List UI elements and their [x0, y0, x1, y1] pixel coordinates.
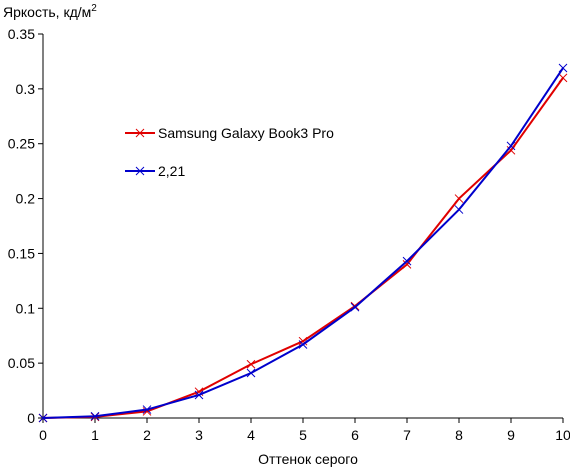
data-point — [246, 368, 256, 378]
x-tick-label: 5 — [299, 427, 307, 443]
series-line — [42, 67, 564, 419]
y-tick-label: 0.2 — [16, 191, 36, 207]
y-tick-label: 0 — [27, 410, 35, 426]
legend-label: 2,21 — [158, 163, 185, 179]
y-tick-label: 0.05 — [8, 355, 35, 371]
x-axis-title: Оттенок серого — [258, 451, 358, 467]
data-point — [298, 336, 308, 346]
y-tick-label: 0.35 — [8, 26, 35, 42]
y-tick-label: 0.1 — [16, 300, 36, 316]
x-tick-label: 0 — [39, 427, 47, 443]
legend-label: Samsung Galaxy Book3 Pro — [158, 125, 334, 141]
x-tick-label: 4 — [247, 427, 255, 443]
y-tick-label: 0.15 — [8, 245, 35, 261]
y-axis-title-superscript: 2 — [91, 3, 97, 14]
y-axis-title-text: Яркость, кд/м — [3, 4, 91, 20]
x-axis-title-text: Оттенок серого — [258, 451, 358, 467]
data-point — [558, 73, 568, 83]
data-point — [38, 413, 48, 423]
legend-marker — [135, 128, 145, 138]
series-layer — [38, 63, 568, 423]
y-tick-label: 0.25 — [8, 136, 35, 152]
x-tick-label: 1 — [91, 427, 99, 443]
x-tick-label: 3 — [195, 427, 203, 443]
series-2 — [38, 63, 568, 423]
data-point — [298, 340, 308, 349]
x-tick-label: 2 — [143, 427, 151, 443]
data-point — [246, 359, 256, 369]
y-axis-title: Яркость, кд/м2 — [3, 3, 97, 20]
x-tick-label: 8 — [455, 427, 463, 443]
legend-entry-1: Samsung Galaxy Book3 Pro — [125, 125, 334, 141]
data-point — [90, 411, 100, 421]
data-point — [142, 405, 152, 414]
data-point — [558, 63, 568, 73]
legend-entry-2: 2,21 — [125, 163, 185, 179]
data-point — [506, 141, 516, 151]
legend-marker — [135, 166, 145, 176]
y-tick-group: 0 0.05 0.1 0.15 0.2 0.25 0.3 0.35 — [8, 26, 43, 426]
data-point — [454, 205, 464, 214]
x-tick-group: 0 1 2 3 4 5 6 7 8 9 10 — [39, 418, 570, 443]
data-point — [402, 260, 412, 269]
x-tick-label: 7 — [403, 427, 411, 443]
legend: Samsung Galaxy Book3 Pro 2,21 — [125, 125, 334, 179]
data-point — [454, 194, 464, 203]
data-point — [402, 256, 412, 266]
x-tick-label: 10 — [555, 427, 570, 443]
x-tick-label: 6 — [351, 427, 359, 443]
data-point — [194, 390, 204, 400]
axes — [42, 34, 563, 419]
y-tick-label: 0.3 — [16, 81, 36, 97]
data-point — [350, 302, 360, 312]
x-tick-label: 9 — [507, 427, 515, 443]
